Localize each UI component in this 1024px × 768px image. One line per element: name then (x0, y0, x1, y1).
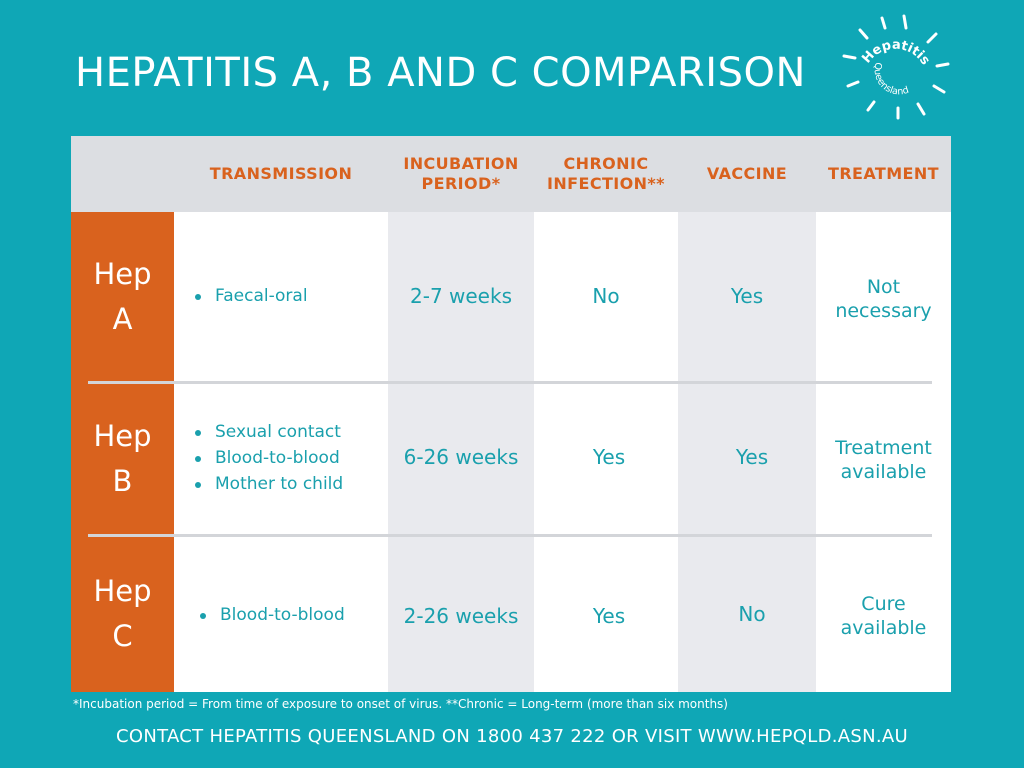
hep-a-treatment: Not necessary (816, 275, 951, 323)
hep-b-chronic: Yes (592, 445, 626, 469)
svg-text:Queensland: Queensland (871, 61, 910, 97)
hep-a-incubation: 2-7 weeks (410, 284, 512, 308)
svg-text:Hepatitis: Hepatitis (859, 38, 932, 68)
row-label-hep-a: Hep A (71, 212, 174, 382)
header-treatment: TREATMENT (828, 164, 939, 183)
hep-a-chronic: No (592, 284, 620, 308)
row-divider (88, 534, 932, 537)
header-chronic: CHRONIC INFECTION** (534, 136, 678, 212)
row-label-hep-b: Hep B (71, 382, 174, 536)
row-label-hep-c-line2: C (112, 619, 133, 653)
list-item: Faecal-oral (195, 283, 308, 309)
header-chronic-line1: CHRONIC (563, 154, 649, 173)
hep-b-incubation: 6-26 weeks (403, 445, 519, 469)
vaccine-column-shade (678, 212, 816, 692)
row-label-hep-a-line2: A (112, 302, 133, 336)
header-transmission: TRANSMISSION (209, 164, 353, 183)
hep-a-treatment-line2: necessary (835, 300, 932, 322)
list-item: Blood-to-blood (195, 445, 343, 471)
hepatitis-queensland-logo: Hepatitis Queensland (842, 14, 950, 120)
row-divider (88, 381, 932, 384)
page-title: HEPATITIS A, B AND C COMPARISON (75, 50, 806, 96)
logo-text-queensland: Queensland (871, 61, 910, 97)
row-label-hep-c: Hep C (71, 536, 174, 692)
list-item: Mother to child (195, 471, 343, 497)
footnote: *Incubation period = From time of exposu… (73, 697, 728, 711)
hep-a-transmission-list: Faecal-oral (195, 283, 308, 309)
hep-c-incubation: 2-26 weeks (403, 604, 519, 628)
row-label-hep-b-line2: B (112, 464, 133, 498)
row-label-hep-a-line1: Hep (93, 257, 152, 291)
hep-a-vaccine: Yes (730, 284, 764, 308)
list-item: Blood-to-blood (200, 602, 345, 628)
list-item: Sexual contact (195, 419, 343, 445)
header-incubation-line1: INCUBATION (403, 154, 519, 173)
hep-c-chronic: Yes (592, 604, 626, 628)
logo-text-hepatitis: Hepatitis (859, 38, 932, 68)
hep-c-transmission-list: Blood-to-blood (200, 602, 345, 628)
header-vaccine: VACCINE (706, 164, 788, 183)
hep-a-treatment-line1: Not (866, 276, 901, 298)
hep-c-vaccine: No (738, 602, 766, 626)
hep-b-treatment: Treatment available (816, 436, 951, 484)
contact-line: CONTACT HEPATITIS QUEENSLAND ON 1800 437… (116, 726, 908, 747)
row-label-hep-b-line1: Hep (93, 419, 152, 453)
header-chronic-line2: INFECTION** (547, 174, 665, 193)
hep-c-treatment: Cure available (816, 592, 951, 640)
hep-b-transmission-list: Sexual contact Blood-to-blood Mother to … (195, 419, 343, 497)
hep-c-treatment-line2: available (840, 617, 927, 639)
incubation-column-shade (388, 212, 534, 692)
hep-c-treatment-line1: Cure (861, 593, 906, 615)
header-incubation: INCUBATION PERIOD* (388, 136, 534, 212)
hep-b-treatment-line2: available (840, 461, 927, 483)
hep-b-vaccine: Yes (735, 445, 769, 469)
header-incubation-line2: PERIOD* (421, 174, 501, 193)
row-label-hep-c-line1: Hep (93, 574, 152, 608)
comparison-table: TRANSMISSION INCUBATION PERIOD* CHRONIC … (71, 136, 951, 692)
table-header (71, 136, 951, 212)
hep-b-treatment-line1: Treatment (835, 437, 932, 459)
